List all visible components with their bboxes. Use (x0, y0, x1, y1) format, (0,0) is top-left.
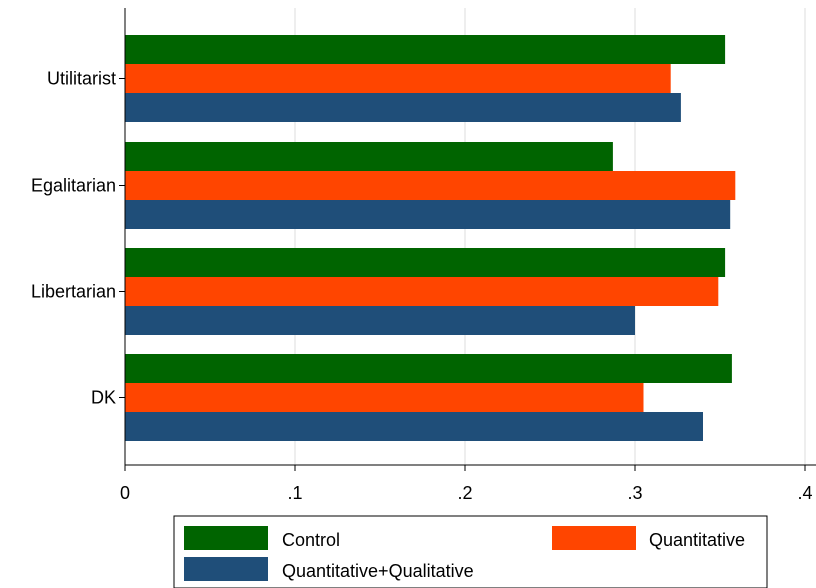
legend-label-control: Control (282, 530, 340, 550)
axes (124, 8, 816, 466)
bar (125, 277, 719, 306)
bars (125, 35, 736, 441)
legend-swatch-control (184, 526, 268, 550)
bar (125, 248, 726, 277)
category-label: Egalitarian (31, 176, 116, 196)
bar (125, 383, 644, 412)
legend-swatch-quantitative-qualitative (184, 557, 268, 581)
category-label: Libertarian (31, 282, 116, 302)
x-tick-label: .3 (627, 483, 642, 503)
legend-label-quantitative: Quantitative (649, 530, 745, 550)
legend: Control Quantitative Quantitative+Qualit… (173, 515, 768, 588)
bar (125, 354, 732, 383)
bar (125, 64, 671, 93)
x-tick-label: .4 (797, 483, 812, 503)
bar (125, 171, 736, 200)
bar (125, 412, 703, 441)
bar (125, 93, 681, 122)
bar (125, 200, 731, 229)
legend-label-quantitative-qualitative: Quantitative+Qualitative (282, 561, 474, 581)
x-tick-label: 0 (120, 483, 130, 503)
bar (125, 35, 726, 64)
legend-swatch-quantitative (552, 526, 636, 550)
category-label: Utilitarist (47, 69, 116, 89)
bar (125, 142, 613, 171)
category-label: DK (91, 388, 116, 408)
x-tick-label: .2 (457, 483, 472, 503)
x-tick-label: .1 (287, 483, 302, 503)
bar (125, 306, 635, 335)
x-axis-ticks: 0 .1 .2 .3 .4 (120, 465, 813, 503)
legend-box (173, 515, 768, 588)
y-axis-labels: Utilitarist Egalitarian Libertarian DK (31, 69, 125, 408)
